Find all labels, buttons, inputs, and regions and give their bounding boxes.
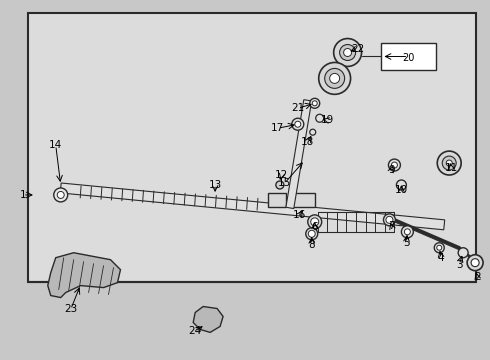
Text: 12: 12 [275, 170, 289, 180]
Text: 5: 5 [403, 238, 410, 248]
Text: 10: 10 [395, 185, 408, 195]
Polygon shape [60, 183, 445, 230]
Circle shape [392, 162, 397, 168]
Text: 13: 13 [208, 180, 222, 190]
Text: 7: 7 [388, 221, 395, 231]
Text: 23: 23 [64, 305, 77, 315]
Circle shape [310, 129, 316, 135]
Circle shape [471, 259, 479, 267]
Text: 15: 15 [278, 178, 292, 188]
Bar [268, 193, 286, 207]
Circle shape [467, 255, 483, 271]
Circle shape [308, 215, 322, 229]
Circle shape [340, 45, 356, 60]
Text: 14: 14 [49, 140, 62, 150]
Circle shape [404, 229, 410, 235]
Text: 1: 1 [20, 190, 26, 200]
Text: 22: 22 [351, 44, 364, 54]
Text: 24: 24 [189, 327, 202, 336]
Circle shape [276, 181, 284, 189]
Circle shape [442, 156, 456, 170]
Text: 20: 20 [402, 54, 415, 63]
Circle shape [434, 243, 444, 253]
Text: 21: 21 [291, 103, 304, 113]
Text: 9: 9 [388, 165, 395, 175]
Text: 4: 4 [438, 253, 444, 263]
Circle shape [295, 121, 301, 127]
Circle shape [318, 62, 350, 94]
Polygon shape [48, 253, 121, 298]
Circle shape [330, 73, 340, 84]
Text: 16: 16 [293, 210, 306, 220]
Polygon shape [193, 306, 223, 332]
Text: 6: 6 [312, 222, 318, 232]
Circle shape [308, 230, 315, 237]
Text: 17: 17 [271, 123, 285, 133]
Circle shape [316, 114, 324, 122]
Circle shape [57, 192, 64, 198]
Circle shape [396, 180, 406, 190]
Text: 3: 3 [456, 260, 463, 270]
Text: 2: 2 [474, 272, 480, 282]
Bar [382, 42, 436, 71]
Circle shape [458, 248, 468, 258]
Circle shape [401, 226, 414, 238]
Circle shape [334, 39, 362, 67]
Circle shape [54, 188, 68, 202]
Circle shape [446, 160, 452, 166]
Circle shape [312, 101, 317, 106]
Circle shape [306, 228, 318, 240]
Circle shape [325, 68, 344, 88]
Circle shape [437, 151, 461, 175]
Text: 18: 18 [301, 137, 315, 147]
Text: 8: 8 [308, 240, 315, 250]
Text: 19: 19 [321, 115, 334, 125]
Polygon shape [286, 100, 312, 208]
Circle shape [310, 98, 319, 108]
Bar [290, 193, 315, 207]
Text: 11: 11 [444, 163, 458, 173]
Circle shape [343, 49, 352, 57]
Circle shape [292, 118, 304, 130]
Circle shape [437, 245, 442, 250]
Circle shape [384, 214, 395, 226]
Bar [28, 13, 476, 282]
Circle shape [311, 218, 319, 226]
Circle shape [389, 159, 400, 171]
Circle shape [386, 216, 393, 223]
